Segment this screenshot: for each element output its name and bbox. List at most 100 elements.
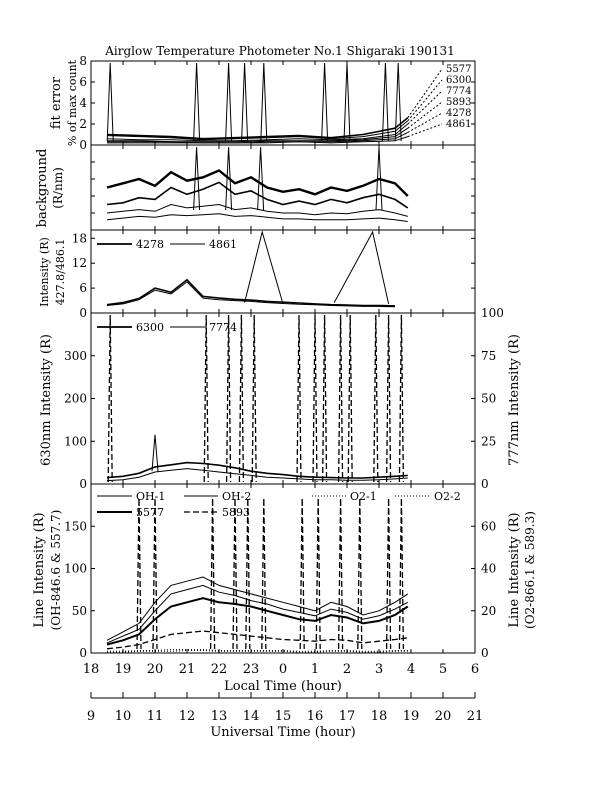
x-ut-tick-label: 12 — [179, 709, 196, 724]
fit-ytick-label: 4 — [79, 96, 87, 110]
fit-legend-label: 4278 — [446, 108, 471, 119]
bg-spike — [375, 146, 383, 211]
fit-legend-leader — [407, 79, 443, 122]
line-spike — [385, 497, 392, 650]
fit-spike — [381, 62, 389, 142]
red-ylabel-right: 777nm Intensity (R) — [507, 334, 522, 466]
x-ut-tick-label: 18 — [371, 709, 388, 724]
fit-legend-label: 4861 — [446, 119, 471, 130]
fit-spike — [260, 62, 268, 142]
x-local-tick-label: 5 — [439, 662, 447, 677]
red-spike — [225, 314, 232, 483]
fit-legend-leader — [407, 123, 443, 138]
bg-series-bg-d — [106, 213, 408, 222]
x-local-tick-label: 2 — [343, 662, 351, 677]
red-spike — [347, 314, 353, 483]
x-local-tick-label: 23 — [243, 662, 260, 677]
line-ytick-label: 150 — [64, 519, 87, 533]
line-spike — [315, 497, 321, 650]
red-spike — [107, 314, 113, 483]
bg-spike — [225, 146, 233, 211]
blue-legend-label: 4861 — [209, 238, 237, 251]
red-legend-label: 7774 — [209, 321, 237, 334]
red-legend-label: 6300 — [136, 321, 164, 334]
x-local-tick-label: 22 — [211, 662, 228, 677]
fit-ylabel2: % of max count — [66, 59, 79, 146]
fit-ytick-label: 8 — [79, 54, 87, 68]
line-series-OH-2 — [106, 584, 409, 644]
fit-spike — [225, 62, 233, 142]
fit-legend-label: 6300 — [446, 75, 471, 86]
blue-ylabel: Intensity (R) — [38, 237, 51, 307]
red-spike — [337, 314, 344, 483]
line-ylabel-right2: (O2-866.1 & 589.3) — [523, 511, 537, 629]
line-series-5577 — [106, 597, 409, 646]
fit-spike — [343, 62, 351, 142]
line-spike — [337, 497, 344, 650]
blue-ylabel2: 427.8/486.1 — [54, 239, 67, 306]
red-ytick-label: 0 — [79, 477, 87, 491]
red-spike — [296, 314, 302, 483]
x-ut-tick-label: 9 — [87, 709, 95, 724]
bg-spike — [257, 146, 265, 211]
line-ytick-right-label: 40 — [481, 562, 496, 576]
fit-legend-label: 7774 — [446, 86, 471, 97]
line-spike — [136, 497, 142, 650]
fit-series-4861 — [107, 136, 408, 144]
x-ut-tick-label: 20 — [435, 709, 452, 724]
line-ytick-label: 100 — [64, 562, 87, 576]
red-ytick-label: 200 — [64, 392, 87, 406]
line-spike — [299, 497, 305, 650]
x-local-tick-label: 3 — [375, 662, 383, 677]
x-ut-tick-label: 17 — [339, 709, 356, 724]
x-local-tick-label: 4 — [407, 662, 415, 677]
x-local-tick-label: 21 — [179, 662, 196, 677]
line-spike — [245, 497, 251, 650]
line-ytick-label: 50 — [72, 604, 87, 618]
line-ylabel-right: Line Intensity (R) — [507, 512, 522, 627]
line-spike — [261, 497, 267, 650]
fit-series-4278 — [107, 131, 409, 144]
fit-spike — [106, 62, 114, 142]
line-ytick-right-label: 60 — [481, 519, 496, 533]
red-ytick-right-label: 0 — [481, 477, 489, 491]
x-local-tick-label: 18 — [83, 662, 100, 677]
blue-series-4278 — [106, 278, 396, 307]
fit-spike — [394, 62, 402, 142]
red-spike — [203, 314, 209, 483]
x-local-tick-label: 19 — [115, 662, 132, 677]
bg-ylabel2: (R/nm) — [51, 167, 65, 209]
line-ylabel: Line Intensity (R) — [32, 512, 47, 627]
x-ut-label: Universal Time (hour) — [210, 725, 355, 740]
blue-ytick-label: 0 — [79, 306, 87, 320]
fit-legend-label: 5577 — [446, 64, 471, 75]
x-local-tick-label: 6 — [471, 662, 479, 677]
blue-ytick-label: 18 — [72, 231, 87, 245]
x-ut-tick-label: 16 — [307, 709, 324, 724]
line-spike — [209, 497, 216, 650]
red-ytick-label: 100 — [64, 434, 87, 448]
x-ut-tick-label: 10 — [115, 709, 132, 724]
blue-ytick-label: 12 — [72, 256, 87, 270]
line-ytick-right-label: 0 — [481, 646, 489, 660]
blue-series-4861 — [106, 281, 396, 308]
red-spike — [251, 314, 257, 483]
red-spike — [373, 314, 379, 483]
fit-series-5577 — [106, 117, 409, 140]
x-ut-tick-label: 11 — [147, 709, 164, 724]
red-ytick-right-label: 100 — [481, 306, 504, 320]
fit-ytick-label: 0 — [79, 138, 87, 152]
red-ylabel: 630nm Intensity (R) — [39, 334, 54, 466]
red-spike — [238, 314, 245, 483]
x-ut-tick-label: 15 — [275, 709, 292, 724]
line-ylabel2: (OH-846.6 & 557.7) — [49, 510, 63, 631]
x-ut-tick-label: 14 — [243, 709, 260, 724]
fit-legend-leader — [407, 112, 443, 133]
blue-legend-label: 4278 — [136, 238, 164, 251]
x-ut-tick-label: 13 — [211, 709, 228, 724]
line-series-OH-1 — [106, 576, 409, 641]
x-local-label: Local Time (hour) — [224, 679, 342, 694]
x-local-tick-label: 0 — [279, 662, 287, 677]
fit-legend-leader — [407, 101, 443, 129]
line-legend-label: 5893 — [222, 506, 250, 519]
